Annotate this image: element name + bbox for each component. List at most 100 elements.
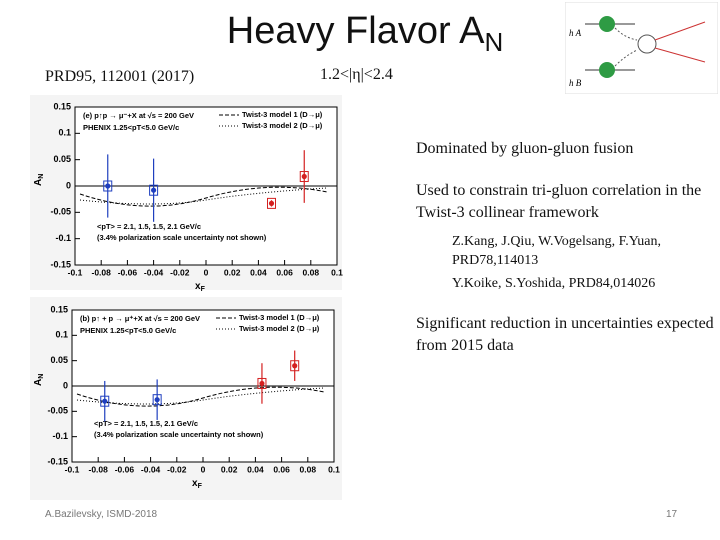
panel-label: (e) p↑p → μ⁻+X at √s = 200 GeV: [83, 111, 194, 120]
diagram-quark: [654, 21, 706, 41]
x-axis-label-sub: F: [201, 286, 206, 293]
x-tick-label: 0.02: [224, 267, 241, 277]
page-number: 17: [666, 509, 678, 520]
experiment-label: PHENIX 1.25<pT<5.0 GeV/c: [80, 326, 176, 335]
x-tick-label: 0.1: [328, 464, 340, 474]
legend-label: Twist-3 model 2 (D→μ): [239, 324, 320, 333]
data-point: [105, 183, 111, 189]
eta-range: 1.2<|η|<2.4: [320, 66, 393, 83]
x-tick-label: -0.08: [89, 464, 109, 474]
y-tick-label: 0.05: [50, 355, 68, 365]
model-curve: [79, 187, 328, 205]
systematic-box: [149, 184, 159, 196]
x-tick-label: 0.1: [331, 267, 343, 277]
x-tick-label: 0.04: [250, 267, 267, 277]
x-tick-label: -0.04: [141, 464, 161, 474]
data-point: [301, 173, 307, 180]
panel-label: (b) p↑ + p → μ⁺+X at √s = 200 GeV: [80, 314, 200, 323]
y-tick-label: 0.1: [58, 128, 71, 138]
y-axis-label: AN: [33, 174, 45, 186]
x-tick-label: 0.06: [276, 267, 293, 277]
y-tick-label: 0.05: [53, 154, 71, 164]
diagram-frame: [565, 2, 718, 94]
y-axis-label-main: A: [33, 179, 44, 186]
x-axis-label: xF: [192, 478, 203, 490]
y-axis-label-sub: N: [38, 374, 45, 379]
data-point: [292, 363, 298, 369]
reference-item: Z.Kang, J.Qiu, W.Vogelsang, F.Yuan, PRD7…: [452, 234, 662, 268]
y-tick-label: 0.1: [55, 330, 68, 340]
x-tick-label: -0.1: [65, 464, 80, 474]
y-tick-label: -0.1: [52, 431, 68, 441]
y-tick-label: 0: [63, 380, 68, 390]
x-tick-label: 0: [204, 267, 209, 277]
y-tick-label: 0.15: [50, 304, 68, 314]
y-tick-label: -0.1: [55, 233, 71, 243]
diagram-quark: [654, 47, 706, 63]
data-point: [151, 187, 157, 193]
diagram-label: h A: [569, 28, 582, 38]
systematic-box: [267, 197, 276, 209]
diagram-gluon: [614, 27, 638, 67]
y-axis-label: AN: [33, 374, 45, 386]
diagram-blob: [599, 62, 615, 78]
systematic-box: [103, 180, 113, 192]
reference: PRD95, 112001 (2017): [45, 68, 195, 85]
x-tick-label: 0: [201, 464, 206, 474]
plot-note: <pT> = 2.1, 1.5, 1.5, 2.1 GeV/c: [97, 222, 201, 231]
systematic-box: [100, 395, 110, 407]
x-axis-label: xF: [195, 281, 206, 293]
x-tick-label: 0.02: [221, 464, 238, 474]
x-tick-label: -0.06: [118, 267, 138, 277]
data-point: [154, 397, 160, 403]
systematic-box: [152, 394, 162, 406]
plot-note: <pT> = 2.1, 1.5, 1.5, 2.1 GeV/c: [94, 419, 198, 428]
y-tick-label: -0.15: [50, 259, 71, 269]
y-tick-label: 0: [66, 180, 71, 190]
diagram-label: h B: [569, 78, 582, 88]
data-point: [102, 398, 108, 404]
diagram-vertex: [637, 34, 657, 54]
x-tick-label: 0.06: [273, 464, 290, 474]
legend-label: Twist-3 model 1 (D→μ): [239, 313, 320, 322]
x-tick-label: -0.06: [115, 464, 135, 474]
y-tick-label: -0.05: [50, 207, 71, 217]
bullet: Significant reduction in uncertainties e…: [416, 315, 714, 354]
title-text: Heavy Flavor A: [226, 10, 485, 52]
x-axis-label-main: x: [195, 281, 201, 292]
feynman-diagram: h A h B: [565, 2, 718, 94]
bullet: Used to constrain tri-gluon correlation …: [416, 182, 702, 221]
x-axis-label-sub: F: [198, 483, 203, 490]
title-subscript: N: [484, 27, 504, 57]
model-curve: [76, 386, 325, 407]
y-axis-label-main: A: [33, 379, 44, 386]
legend-label: Twist-3 model 1 (D→μ): [242, 110, 323, 119]
model-curve: [79, 186, 328, 207]
y-tick-label: -0.15: [47, 456, 68, 466]
data-point: [259, 380, 265, 387]
x-tick-label: 0.04: [247, 464, 264, 474]
systematic-box: [290, 360, 300, 372]
x-tick-label: -0.04: [144, 267, 164, 277]
legend-label: Twist-3 model 2 (D→μ): [242, 121, 323, 130]
reference-item: Y.Koike, S.Yoshida, PRD84,014026: [452, 276, 656, 291]
x-tick-label: -0.02: [167, 464, 187, 474]
x-tick-label: -0.02: [170, 267, 190, 277]
slide-title: Heavy Flavor AN: [150, 10, 580, 58]
model-curve: [76, 387, 325, 405]
diagram-blob: [599, 16, 615, 32]
plot-note: (3.4% polarization scale uncertainty not…: [94, 430, 264, 439]
bullet: Dominated by gluon-gluon fusion: [416, 140, 634, 157]
systematic-box: [299, 171, 309, 183]
y-tick-label: -0.05: [47, 406, 68, 416]
systematic-box: [257, 377, 267, 389]
footer-author: A.Bazilevsky, ISMD-2018: [45, 509, 158, 520]
x-tick-label: -0.1: [68, 267, 83, 277]
experiment-label: PHENIX 1.25<pT<5.0 GeV/c: [83, 123, 179, 132]
x-tick-label: 0.08: [303, 267, 320, 277]
y-tick-label: 0.15: [53, 101, 71, 111]
